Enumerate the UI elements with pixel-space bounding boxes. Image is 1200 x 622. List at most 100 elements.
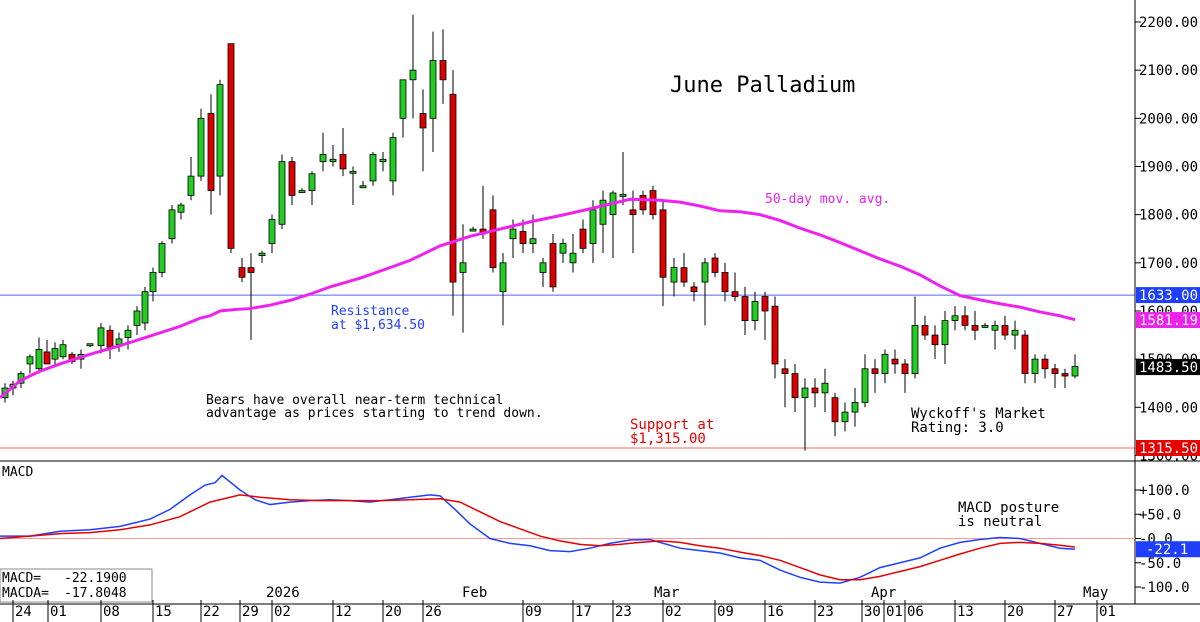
candle (701, 257, 709, 326)
date-tick-label: 17 (575, 604, 592, 620)
candle-body-down (579, 228, 587, 249)
price-tick-label: 1800.00 (1139, 208, 1198, 224)
candle-body-up (881, 353, 889, 374)
candle-body-down (659, 209, 667, 278)
candle-body-down (339, 154, 347, 170)
date-tick-label: 02 (665, 604, 682, 620)
candle (811, 378, 819, 408)
candle (359, 180, 367, 189)
candle-body-down (791, 373, 799, 399)
chart-title: June Palladium (670, 73, 855, 98)
candle-body-up (177, 204, 185, 213)
candle-body-up (1011, 329, 1019, 336)
price-label-text-support: 1315.50 (1139, 441, 1198, 457)
candle-body-down (731, 291, 739, 297)
macd-tick-label: -50.0 (1139, 556, 1181, 572)
macd-readout-box (0, 568, 153, 603)
candle-body-up (751, 300, 759, 322)
candle (639, 190, 647, 215)
candle-body-up (26, 356, 34, 365)
candle (419, 89, 427, 172)
candle (1001, 315, 1009, 340)
candle (761, 291, 769, 340)
candle-body-up (509, 228, 517, 240)
price-label-text-resistance: 1633.00 (1139, 288, 1198, 304)
candle-body-up (359, 185, 367, 189)
candle (659, 200, 667, 307)
candle (1061, 368, 1069, 389)
candle (216, 79, 224, 196)
candle (489, 195, 497, 273)
candle-body-down (1021, 334, 1029, 374)
date-tick-label: 23 (615, 604, 632, 620)
candle-body-up (429, 60, 437, 119)
candle (861, 354, 869, 408)
candle-body-up (349, 170, 357, 174)
candle (429, 31, 437, 153)
candle (439, 29, 447, 104)
candle-body-down (247, 267, 255, 273)
candle-body-up (268, 219, 276, 244)
macd-tick-label: -100.0 (1139, 580, 1190, 596)
macd-tick-label: +100.0 (1139, 483, 1190, 499)
candle-body-up (529, 238, 537, 244)
candle (43, 339, 51, 365)
macd-axis: +100.0+50.0-0.0-50.0-100.0-22.1 (1135, 483, 1200, 596)
candle (991, 320, 999, 350)
wyckoff-rating-line1: Wyckoff's Market (911, 406, 1046, 422)
month-label: 2026 (266, 585, 300, 601)
price-label-text-last: 1483.50 (1139, 360, 1198, 376)
candlestick-series (1, 14, 1079, 451)
candle (308, 171, 316, 206)
date-tick-label: 29 (242, 604, 259, 620)
price-tick-label: 1700.00 (1139, 256, 1198, 272)
candle (1031, 354, 1039, 384)
candle-body-up (559, 243, 567, 254)
macd-lines (0, 474, 1076, 584)
candle-body-up (308, 173, 316, 191)
candle (389, 132, 397, 196)
candle (168, 205, 176, 244)
candle (931, 325, 939, 360)
candle (599, 190, 607, 254)
candle (197, 108, 205, 181)
candle-body-down (811, 387, 819, 394)
candle-body-up (941, 320, 949, 346)
candle-body-up (951, 315, 959, 322)
candle-body-up (1071, 365, 1079, 377)
macd-signal-line (0, 494, 1076, 581)
candle (569, 233, 577, 273)
candle (901, 359, 909, 393)
candle (97, 323, 105, 354)
candle-body-up (379, 158, 387, 163)
candle-body-up (369, 154, 377, 182)
candle (559, 238, 567, 263)
candle (258, 250, 266, 263)
date-tick-label: 26 (425, 604, 442, 620)
candle-body-down (649, 190, 657, 216)
macd-current-text: -22.1 (1146, 542, 1188, 558)
price-label-box-support (1136, 440, 1200, 456)
moving-average-label: 50-day mov. avg. (765, 192, 890, 207)
candle (731, 272, 739, 302)
candle (831, 392, 839, 437)
candle-body-up (187, 175, 195, 196)
candle (821, 368, 829, 413)
candle-body-up (86, 343, 94, 347)
macda-readout-label: MACDA= (2, 586, 49, 601)
candle (741, 286, 749, 336)
candle-body-down (690, 286, 698, 293)
candle-body-up (158, 243, 166, 273)
candle-body-up (298, 190, 306, 193)
candle-body-up (319, 154, 327, 163)
candle (670, 257, 678, 297)
date-tick-label: 06 (907, 604, 924, 620)
candle (26, 354, 34, 374)
candle-body-down (1001, 325, 1009, 336)
candle-body-down (288, 161, 296, 196)
candle-body-down (419, 113, 427, 129)
candle-body-up (599, 199, 607, 225)
candle-body-down (489, 209, 497, 269)
candle-body-up (329, 158, 337, 163)
